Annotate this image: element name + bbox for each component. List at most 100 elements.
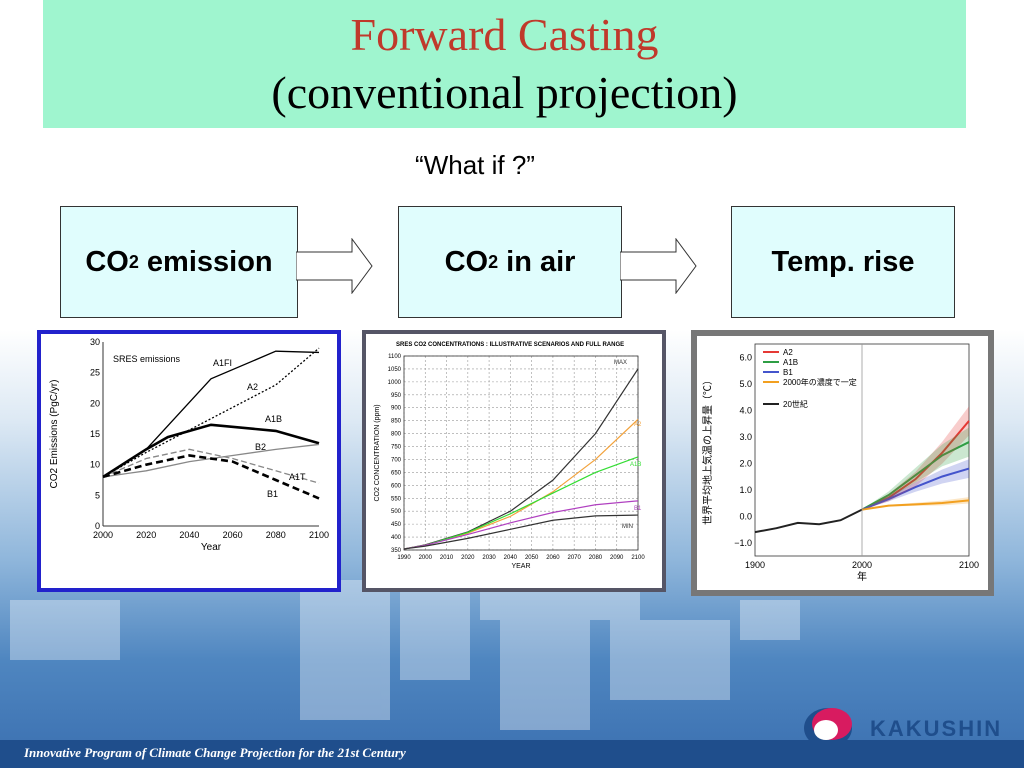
x-tick-label: 2060	[223, 530, 243, 540]
kakushin-logo-icon	[804, 708, 852, 748]
x-tick-label: 2100	[959, 560, 979, 570]
series-label: A1FI	[213, 358, 232, 368]
x-axis-label: 年	[857, 570, 867, 583]
y-axis-label: 世界平均地上気温の上昇量（℃）	[701, 375, 714, 525]
x-tick-label: 2070	[568, 555, 582, 561]
panel-concentrations: 1990 2000 2010 2020 2030 2040 2050 2060 2070 2080…	[362, 330, 666, 592]
y-tick-label: 800	[391, 432, 402, 438]
arrow-right-icon	[620, 238, 697, 294]
y-tick-label: 750	[391, 445, 402, 451]
y-tick-label: 950	[391, 393, 402, 399]
y-tick-label: 600	[391, 483, 402, 489]
emissions-chart: 2000 2020 2040 2060 2080 2100 0 5 10 15 20 25 30 Year…	[49, 337, 329, 553]
legend-label: 20世紀	[783, 399, 808, 409]
flow-box-temp-rise: Temp. rise	[731, 206, 955, 318]
legend-label: A1B	[783, 358, 798, 367]
legend-label: A2	[783, 348, 793, 357]
x-tick-label: 2040	[179, 530, 199, 540]
x-tick-label: 2100	[309, 530, 329, 540]
plot-background	[404, 356, 638, 550]
series-label: MIN	[622, 524, 633, 530]
y-tick-label: 550	[391, 496, 402, 502]
series-line	[861, 441, 970, 511]
y-tick-label: 5.0	[739, 379, 752, 389]
kakushin-logo-text: KAKUSHIN	[870, 716, 1003, 741]
y-tick-label: 1.0	[739, 485, 752, 495]
y-tick-label: 500	[391, 509, 402, 515]
series-label: A2	[247, 382, 258, 392]
y-tick-label: 10	[90, 460, 100, 470]
flow-label-sub: 2	[128, 251, 139, 272]
series-line	[861, 499, 970, 511]
y-tick-label: 30	[90, 337, 100, 347]
x-tick-label: 2080	[589, 555, 603, 561]
y-tick-label: 1100	[388, 354, 402, 360]
panel-temperature: 1900 2000 2100 −1.0 0.0 1.0 2.0 3.0 4.0 5.0 6.0 年 世界…	[691, 330, 994, 596]
what-if-caption: “What if ?”	[415, 150, 535, 180]
y-tick-label: 350	[391, 548, 402, 554]
uncertainty-band	[862, 459, 969, 510]
flow-box-co2-in-air: CO 2 in air	[398, 206, 622, 318]
series-line	[102, 423, 320, 479]
legend-label: B1	[783, 368, 793, 377]
series-label: A1B	[630, 462, 641, 468]
x-tick-label: 2100	[631, 555, 645, 561]
slide-subtitle: (conventional projection)	[271, 67, 738, 118]
series-line	[102, 347, 320, 478]
x-tick-label: 2000	[419, 555, 433, 561]
series-label: B1	[634, 506, 642, 512]
y-tick-label: 1000	[388, 380, 402, 386]
y-tick-label: 3.0	[739, 432, 752, 442]
concentration-chart: 1990 2000 2010 2020 2030 2040 2050 2060 2070 2080…	[374, 342, 645, 570]
y-tick-label: 4.0	[739, 405, 752, 415]
y-tick-label: 6.0	[739, 352, 752, 362]
series-label: MAX	[614, 360, 627, 366]
series-label: A1T	[289, 472, 306, 482]
arrow-right-icon	[296, 238, 373, 294]
chart-title: SRES CO2 CONCENTRATIONS : ILLUSTRATIVE S…	[396, 342, 624, 348]
series-line	[754, 508, 863, 534]
x-tick-label: 1900	[745, 560, 765, 570]
x-tick-label: 2000	[852, 560, 872, 570]
y-tick-label: 450	[391, 522, 402, 528]
series-label: B1	[267, 489, 278, 499]
x-axis-label: YEAR	[511, 563, 530, 570]
x-tick-label: 1990	[397, 555, 411, 561]
y-tick-label: 900	[391, 406, 402, 412]
uncertainty-band	[862, 406, 969, 510]
y-tick-label: 0.0	[739, 511, 752, 521]
series-line	[403, 514, 639, 550]
x-axis-label: Year	[201, 542, 222, 553]
uncertainty-band	[862, 427, 969, 510]
series-line	[102, 443, 320, 478]
series-line	[102, 448, 320, 484]
y-tick-label: 5	[95, 490, 100, 500]
series-line	[403, 500, 639, 550]
panel-emissions: 2000 2020 2040 2060 2080 2100 0 5 10 15 20 25 30 Year…	[37, 330, 341, 592]
slide-title: Forward Casting	[350, 9, 659, 60]
y-tick-label: 0	[95, 521, 100, 531]
footer-text: Innovative Program of Climate Change Pro…	[24, 745, 406, 760]
footer-bar: Innovative Program of Climate Change Pro…	[0, 740, 1024, 768]
y-tick-label: 1050	[388, 367, 402, 373]
y-tick-label: 400	[391, 535, 402, 541]
series-label: B2	[255, 442, 266, 452]
y-tick-label: 650	[391, 470, 402, 476]
legend-label: 2000年の濃度で一定	[783, 377, 857, 387]
flow-label-main: CO	[85, 245, 129, 278]
x-tick-label: 2080	[266, 530, 286, 540]
x-tick-label: 2030	[482, 555, 496, 561]
plot-frame	[403, 355, 639, 551]
series-line	[102, 454, 320, 500]
y-tick-label: 20	[90, 398, 100, 408]
title-banner: Forward Casting (conventional projection…	[43, 0, 966, 128]
y-axis-label: CO2 CONCENTRATION (ppm)	[374, 404, 381, 501]
y-tick-label: 700	[391, 457, 402, 463]
series-label: A1B	[265, 414, 282, 424]
y-tick-label: 2.0	[739, 458, 752, 468]
y-axis-label: CO2 Emissions (PgC/yr)	[49, 380, 60, 489]
x-tick-label: 2000	[93, 530, 113, 540]
x-tick-label: 2020	[136, 530, 156, 540]
y-tick-label: 15	[90, 429, 100, 439]
